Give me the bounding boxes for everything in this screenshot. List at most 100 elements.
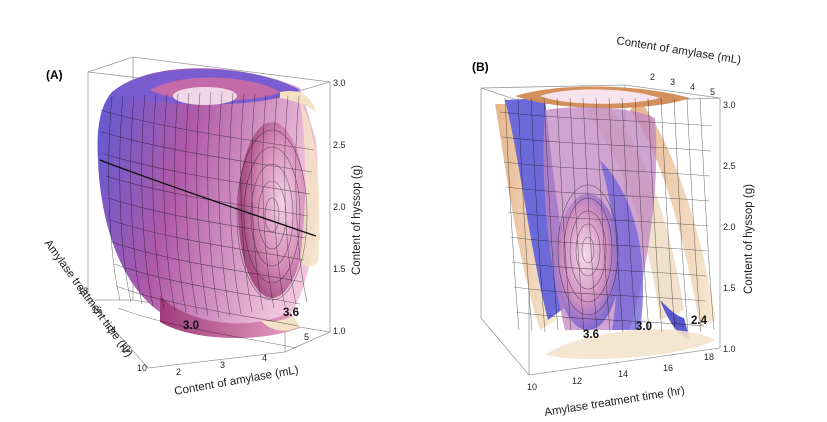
surface-contour-ring <box>569 210 607 290</box>
surface-contour-ring <box>563 197 613 303</box>
surface-mesh-line <box>101 131 313 173</box>
panel-a-x-tick: 3 <box>220 360 225 370</box>
panel-b-z-tick: 1.5 <box>723 283 736 293</box>
surface-mesh-line <box>108 96 121 301</box>
surface-mesh-line <box>699 97 715 331</box>
panel-b-x-tick: 16 <box>663 363 673 373</box>
surface-contour-ring <box>557 184 619 316</box>
surface-mesh-line <box>582 97 598 331</box>
panel-b-x-tick: 10 <box>527 382 537 392</box>
panel-b-z-axis-label: Content of hyssop (g) <box>743 184 755 294</box>
surface-mesh-line <box>556 97 572 332</box>
surface-contour-ring <box>575 223 601 277</box>
surface-mesh-line <box>103 153 311 195</box>
panel-b-z-axis: 1.0 1.5 2.0 2.5 3.0 Content of hyssop (g… <box>723 100 755 354</box>
panel-a-surface <box>97 68 320 349</box>
panel-b-contour-label: 2.4 <box>691 315 708 327</box>
surface-mesh-line <box>505 186 710 202</box>
surface-mesh-line <box>530 97 546 333</box>
surface-mesh-line <box>501 136 712 152</box>
panel-a-y-tick: 12 <box>121 344 131 354</box>
surface-mesh-line <box>163 93 176 311</box>
panel-b-y-tick: 2 <box>650 72 655 82</box>
panel-a-label: (A) <box>46 68 63 82</box>
surface-mesh-line <box>517 97 533 332</box>
panel-b-x-axis-label: Amylase treatment time (hr) <box>544 385 686 419</box>
surface-mesh-line <box>634 97 650 332</box>
panel-b-y-axis-label: Content of amylase (mL) <box>616 35 742 67</box>
panel-a-x-tick: 2 <box>176 367 181 377</box>
panel-a-z-axis: 1.0 1.5 2.0 2.5 3.0 Content of hyssop (g… <box>333 78 363 336</box>
surface-mesh-line <box>240 93 253 313</box>
surface-contour-ring <box>250 163 294 267</box>
panel-b-x-tick: 18 <box>704 352 714 362</box>
surface-mesh-line <box>113 263 301 305</box>
panel-b-surface <box>495 86 716 360</box>
panel-a-contour-label: 3.6 <box>283 307 299 319</box>
surface-mesh-line <box>130 95 143 305</box>
surface-mesh-line <box>262 94 275 309</box>
panel-b-z-tick: 2.5 <box>723 161 736 171</box>
panel-a-x-tick: 4 <box>262 353 267 363</box>
panel-b-contour-label: 3.6 <box>583 329 599 341</box>
panel-a-x-axis-label: Content of amylase (mL) <box>173 364 299 398</box>
panel-b-z-tick: 2.0 <box>723 222 736 232</box>
panel-a-z-tick: 3.0 <box>333 78 346 88</box>
panel-b-y-axis: 2 3 4 5 Content of amylase (mL) <box>616 35 742 97</box>
panel-a-z-tick: 2.5 <box>333 140 346 150</box>
surface-mesh-line <box>647 97 663 333</box>
surface-mesh-line <box>507 211 709 227</box>
surface-mesh-line <box>595 97 611 332</box>
panel-b-y-tick: 5 <box>710 87 715 97</box>
surface-contour-ring <box>236 129 308 301</box>
surface-mesh-line <box>196 92 209 317</box>
surface-mesh-line <box>295 95 308 303</box>
surface-contour-ring <box>243 146 301 284</box>
surface-mesh-line <box>608 97 624 333</box>
surface-mesh-line <box>513 286 706 302</box>
panel-a: (A) 3.0 3.6 <box>42 56 363 398</box>
panel-b-y-tick: 3 <box>670 77 675 87</box>
panel-a-z-tick: 2.0 <box>333 202 346 212</box>
surface-mesh-line <box>141 94 154 307</box>
surface-contour-ring <box>264 197 280 233</box>
panel-a-y-tick: 14 <box>106 325 116 335</box>
surface-mesh-line <box>503 161 711 177</box>
panel-b-x-tick: 12 <box>572 376 582 386</box>
panel-a-y-tick: 16 <box>92 305 102 315</box>
panel-a-x-tick: 5 <box>304 332 309 342</box>
surface-contour-ring <box>581 236 595 264</box>
panel-a-z-tick: 1.0 <box>333 326 346 336</box>
surface-mesh-line <box>569 97 585 333</box>
surface-mesh-line <box>117 307 297 349</box>
panel-a-z-tick: 1.5 <box>333 264 346 274</box>
surface-mesh-line <box>229 92 242 315</box>
panel-b-z-tick: 3.0 <box>723 100 736 110</box>
panel-b-label: (B) <box>472 60 489 74</box>
surface-mesh-line <box>686 97 702 333</box>
surface-contour-ring <box>257 180 287 250</box>
panel-b-x-tick: 14 <box>618 369 628 379</box>
surface-mesh-line <box>107 197 307 239</box>
surface-mesh-line <box>115 285 299 327</box>
panel-b-y-tick: 4 <box>690 82 695 92</box>
surface-mesh-line <box>109 219 305 261</box>
surface-mesh-line <box>251 93 264 311</box>
panel-b: (B) 3.6 3.0 2.4 <box>472 35 755 419</box>
panel-a-y-tick: 10 <box>137 363 147 373</box>
surface-mesh-line <box>174 93 187 313</box>
panel-b-z-tick: 1.0 <box>723 344 736 354</box>
surface-mesh-line <box>152 94 165 309</box>
surface-mesh-line <box>673 97 689 332</box>
surface-mesh-line <box>515 311 705 327</box>
surface-mesh-line <box>504 97 520 331</box>
surface-mesh-line <box>660 97 676 331</box>
panel-a-y-tick: 18 <box>78 286 88 296</box>
surface-mesh-line <box>119 95 132 303</box>
surface-mesh-line <box>543 97 559 331</box>
surface-mesh-line <box>499 111 713 127</box>
surface-mesh-line <box>207 91 220 319</box>
surface-mesh-line <box>621 97 637 331</box>
surface-mesh-line <box>273 94 286 307</box>
